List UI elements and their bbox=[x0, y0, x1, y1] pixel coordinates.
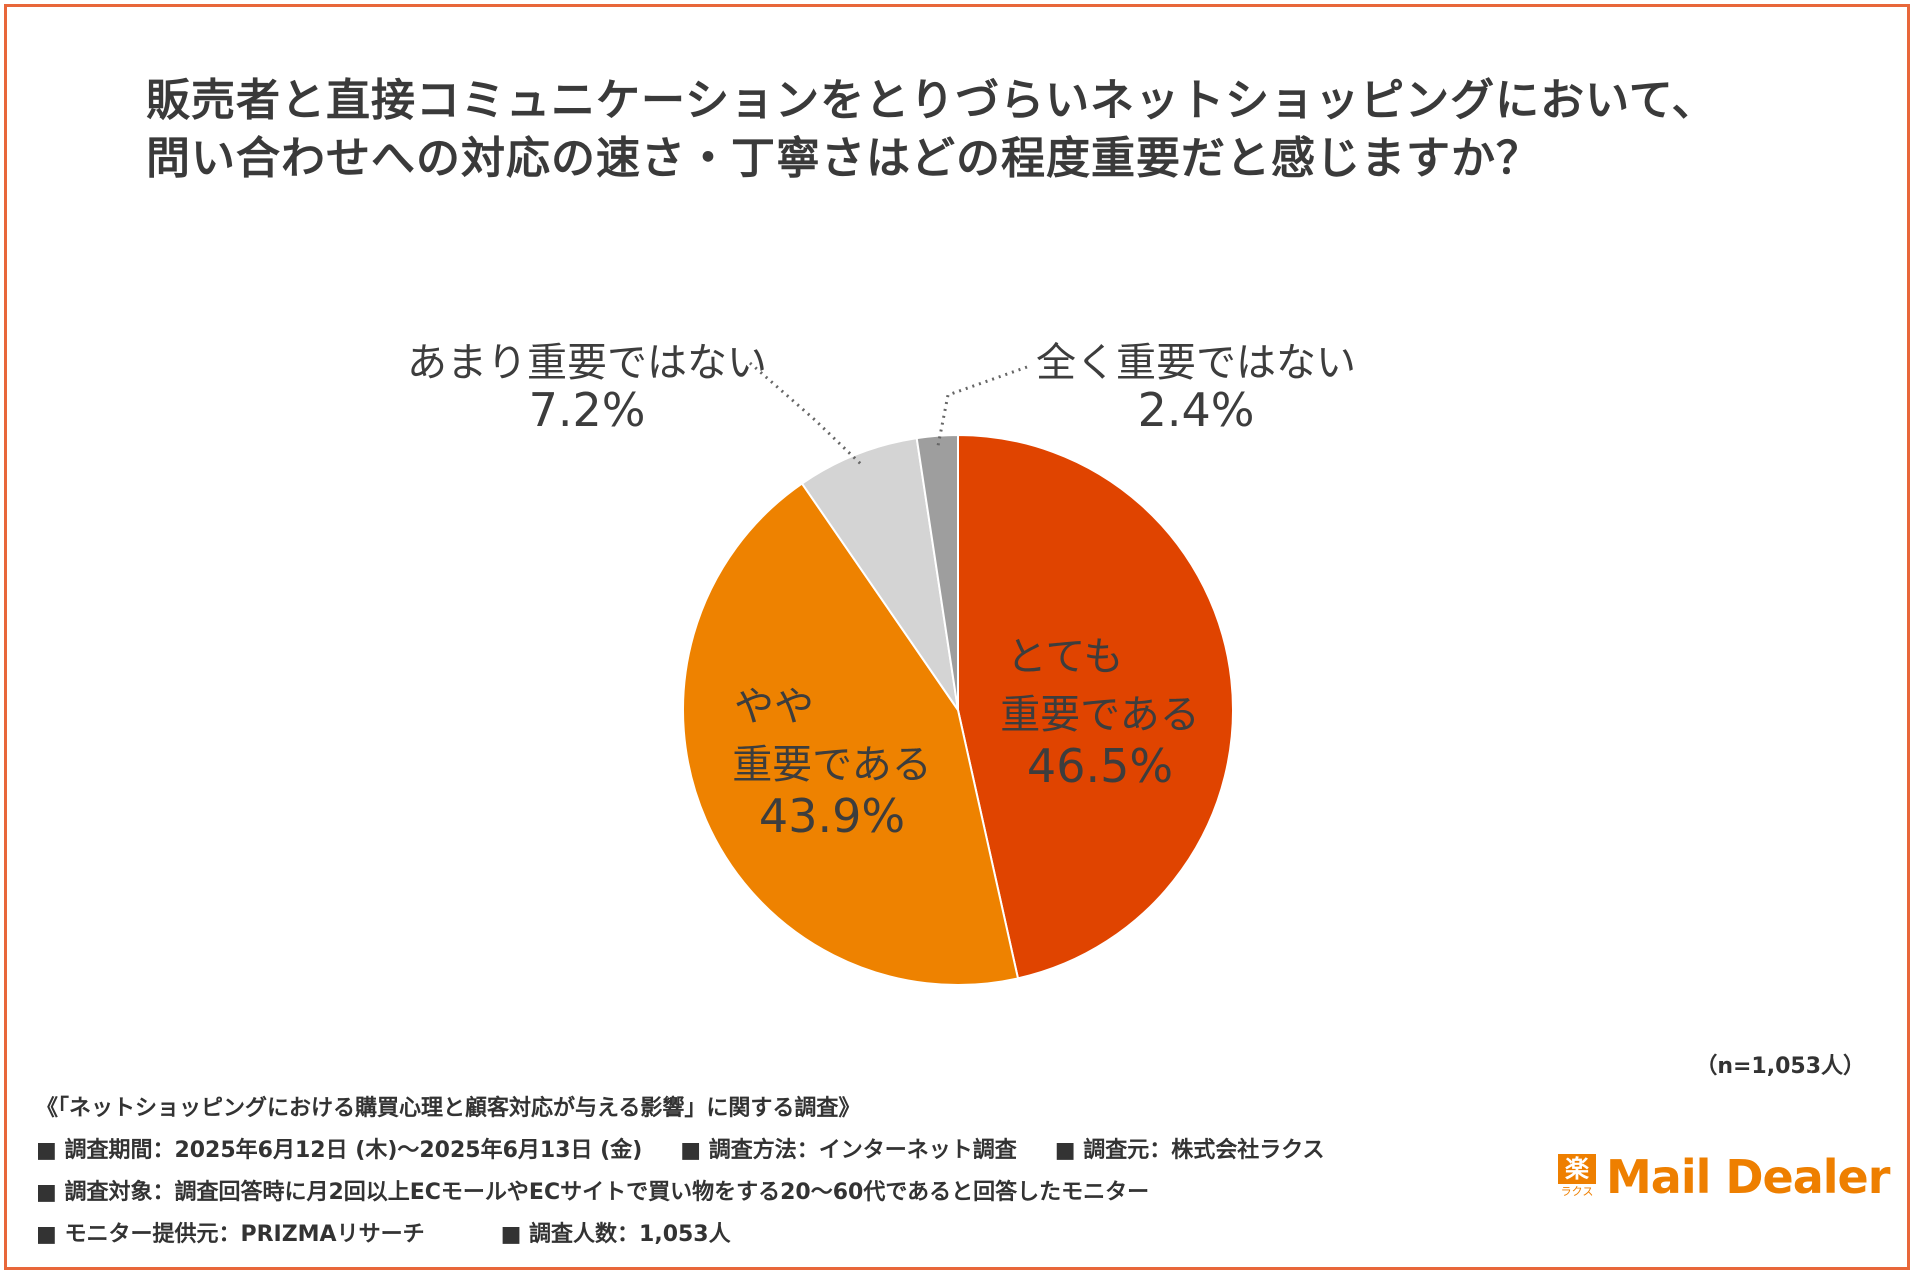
title-line-1: 販売者と直接コミュニケーションをとりづらいネットショッピングにおいて、 bbox=[146, 75, 1717, 126]
rakus-mark-kana: ラクス bbox=[1560, 1185, 1594, 1198]
maildealer-logo-text: Mail Dealer bbox=[1606, 1150, 1890, 1204]
pie-slice-4 bbox=[915, 433, 959, 711]
title-line-2: 問い合わせへの対応の速さ・丁寧さはどの程度重要だと感じますか？ bbox=[146, 133, 1541, 184]
survey-title: 《「ネットショッピングにおける購買心理と顧客対応が与える影響」に関する調査》 bbox=[36, 1096, 861, 1121]
chart-title: 販売者と直接コミュニケーションをとりづらいネットショッピングにおいて、 問い合わ… bbox=[146, 72, 1717, 188]
pie-slice-3 bbox=[800, 436, 959, 711]
survey-period: ■ 調査期間：2025年6月12日 (木)〜2025年6月13日 (金) bbox=[36, 1138, 643, 1163]
survey-footer: 《「ネットショッピングにおける購買心理と顧客対応が与える影響」に関する調査》 ■… bbox=[36, 1088, 1325, 1256]
outer-frame bbox=[4, 4, 1910, 1270]
survey-provider: ■ モニター提供元：PRIZMAリサーチ bbox=[36, 1222, 425, 1247]
slice-2-label-line-1: やや bbox=[734, 684, 814, 730]
rakus-logo-mark: 楽 ラクス bbox=[1558, 1154, 1596, 1200]
slice-1-value-label: 46.5% bbox=[1027, 739, 1173, 793]
slice-4-value-label: 2.4% bbox=[1138, 383, 1255, 437]
slice-2-value-label: 43.9% bbox=[759, 789, 905, 843]
slice-2-label-line-2: 重要である bbox=[732, 742, 932, 788]
rakus-mark-kanji: 楽 bbox=[1558, 1154, 1596, 1184]
slice-1-label-line-2: 重要である bbox=[1000, 692, 1200, 738]
survey-source: ■ 調査元：株式会社ラクス bbox=[1054, 1138, 1325, 1163]
slice-4-label: 全く重要ではない bbox=[1036, 340, 1356, 386]
pie-slice-2 bbox=[682, 482, 1020, 986]
pie-slice-1 bbox=[957, 433, 1234, 980]
survey-count: ■ 調査人数：1,053人 bbox=[500, 1222, 731, 1247]
survey-method: ■ 調査方法：インターネット調査 bbox=[680, 1138, 1017, 1163]
survey-meta-row-3: ■ モニター提供元：PRIZMAリサーチ ■ 調査人数：1,053人 bbox=[36, 1214, 1325, 1256]
sample-size-note: （n=1,053人） bbox=[1695, 1054, 1865, 1079]
slice-3-value-label: 7.2% bbox=[529, 383, 646, 437]
survey-meta-row-1: ■ 調査期間：2025年6月12日 (木)〜2025年6月13日 (金) ■ 調査… bbox=[36, 1130, 1325, 1172]
maildealer-logo: 楽 ラクス Mail Dealer bbox=[1558, 1150, 1890, 1204]
slice-1-label-line-1: とても bbox=[1007, 634, 1124, 680]
slice-4-leader-line bbox=[936, 365, 1028, 447]
slice-3-label: あまり重要ではない bbox=[407, 340, 767, 386]
slice-3-leader-line bbox=[749, 361, 862, 465]
survey-target: ■ 調査対象：調査回答時に月2回以上ECモールやECサイトで買い物をする20〜6… bbox=[36, 1180, 1150, 1205]
